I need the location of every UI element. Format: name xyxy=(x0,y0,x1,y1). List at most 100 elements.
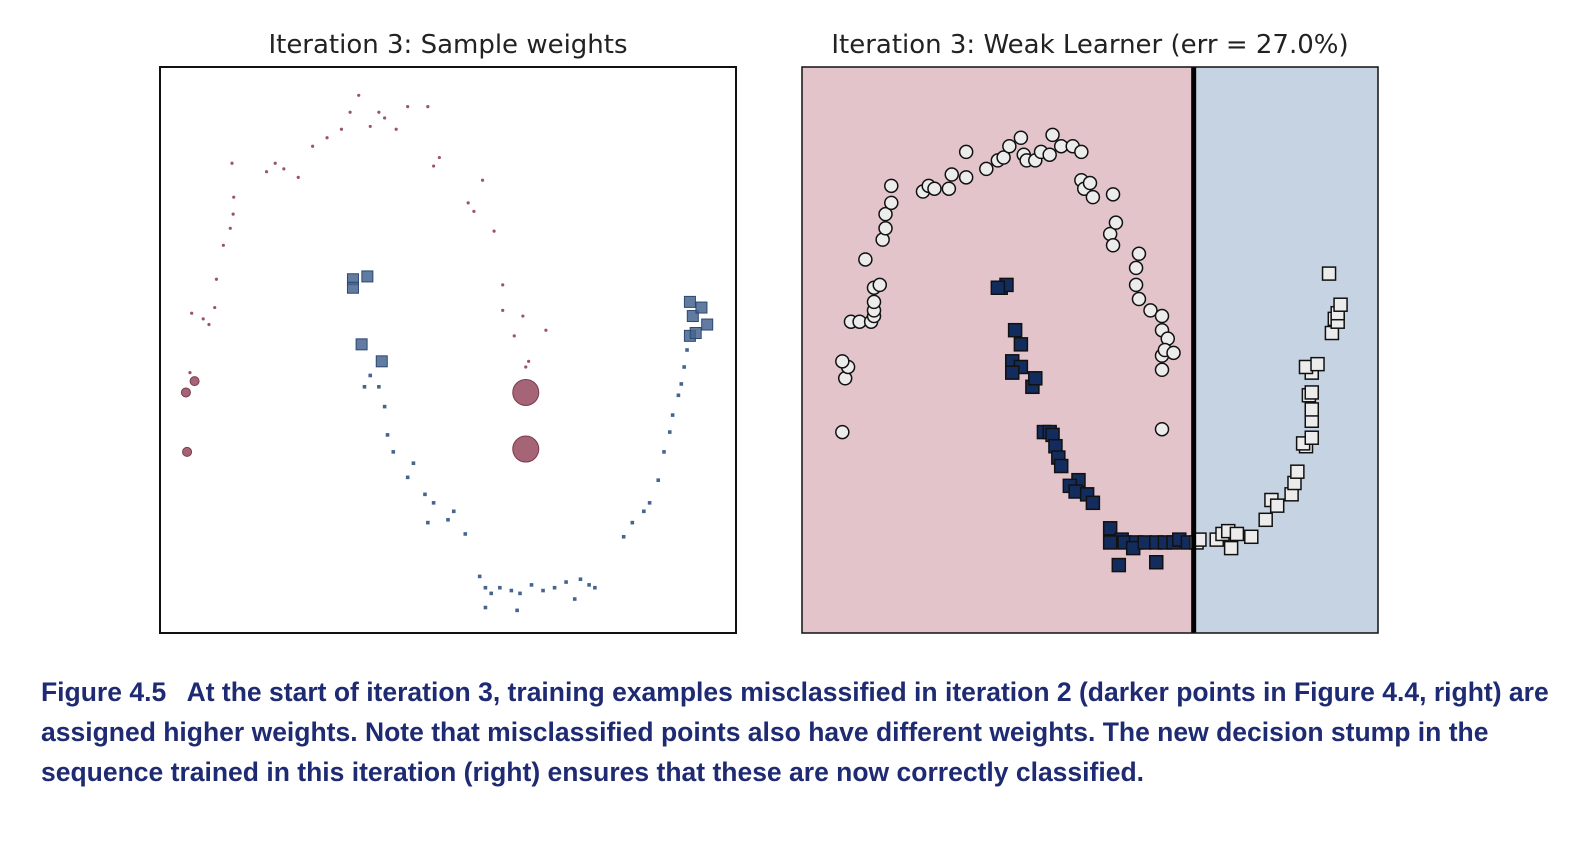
right-square-point xyxy=(1310,356,1325,372)
right-square-point xyxy=(1321,266,1337,281)
right-circle-point xyxy=(878,206,893,222)
left-square-point xyxy=(630,520,635,525)
caption-label: Figure 4.5 xyxy=(41,677,167,707)
left-circle-point xyxy=(512,334,516,338)
left-circle-point xyxy=(544,328,548,332)
right-circle-point xyxy=(958,170,974,185)
left-square-point xyxy=(647,501,652,505)
left-circle-point xyxy=(512,435,540,463)
left-circle-point xyxy=(368,124,372,129)
left-circle-point xyxy=(296,175,300,179)
left-square-point xyxy=(375,355,388,368)
left-square-point xyxy=(701,318,714,331)
left-square-point xyxy=(529,583,534,587)
right-square-point xyxy=(1007,322,1023,338)
left-circle-point xyxy=(214,277,219,281)
right-square-point xyxy=(1304,385,1320,400)
right-square-point xyxy=(1102,521,1118,536)
left-square-point xyxy=(572,597,577,601)
left-square-point xyxy=(587,583,591,587)
right-square-point xyxy=(1244,529,1259,545)
right-circle-point xyxy=(1042,147,1057,162)
right-circle-point xyxy=(1143,303,1158,318)
left-circle-point xyxy=(466,201,470,205)
left-plot-background xyxy=(160,67,736,633)
left-circle-point xyxy=(188,371,192,375)
right-square-point xyxy=(1304,402,1320,417)
right-square-point xyxy=(1258,512,1273,528)
left-square-point xyxy=(662,450,666,454)
right-circle-point xyxy=(927,181,942,196)
right-plot-area xyxy=(801,66,1379,634)
left-square-point xyxy=(686,310,699,323)
left-square-point xyxy=(682,365,686,369)
left-circle-point xyxy=(273,161,277,165)
left-circle-point xyxy=(521,314,525,318)
right-circle-point xyxy=(878,221,893,236)
left-square-point xyxy=(670,413,675,417)
left-circle-point xyxy=(190,311,194,315)
left-plot-area xyxy=(159,66,737,634)
right-square-point xyxy=(1013,337,1029,352)
left-square-point xyxy=(483,605,488,610)
left-square-point xyxy=(689,327,702,340)
right-square-point xyxy=(1269,498,1285,513)
left-square-point xyxy=(593,585,597,590)
right-circle-point xyxy=(958,144,974,160)
right-circle-point xyxy=(1002,138,1017,154)
right-circle-point xyxy=(1154,421,1170,437)
left-square-point xyxy=(368,373,373,378)
left-circle-point xyxy=(377,110,381,114)
left-square-point xyxy=(385,433,390,437)
right-circle-point xyxy=(1074,144,1089,160)
left-circle-point xyxy=(201,317,205,321)
left-circle-point xyxy=(394,127,398,131)
right-square-point xyxy=(1102,535,1118,550)
left-circle-point xyxy=(524,365,528,369)
right-square-point xyxy=(1004,365,1020,380)
left-square-point xyxy=(477,574,482,579)
right-square-point xyxy=(1290,464,1305,479)
left-square-point xyxy=(411,461,416,465)
right-decision-region xyxy=(1193,67,1378,633)
right-circle-point xyxy=(944,167,960,182)
left-circle-point xyxy=(348,110,352,114)
left-circle-point xyxy=(189,376,200,387)
left-square-point xyxy=(498,585,502,590)
left-circle-point xyxy=(232,195,236,199)
left-circle-point xyxy=(180,387,191,398)
left-circle-point xyxy=(339,127,344,131)
right-circle-point xyxy=(884,195,899,211)
right-square-point xyxy=(1085,495,1101,511)
left-circle-point xyxy=(426,105,430,109)
left-circle-point xyxy=(264,170,269,174)
left-square-point xyxy=(685,348,689,352)
right-circle-point xyxy=(884,178,899,194)
left-square-point xyxy=(667,430,672,434)
left-circle-point xyxy=(432,164,436,168)
right-circle-point xyxy=(1128,260,1144,276)
caption-text: At the start of iteration 3, training ex… xyxy=(41,677,1549,787)
left-circle-point xyxy=(231,212,235,216)
right-circle-point xyxy=(872,277,888,293)
left-square-point xyxy=(695,301,708,314)
left-square-point xyxy=(564,580,568,584)
left-circle-point xyxy=(182,446,193,457)
right-circle-point xyxy=(979,161,994,177)
left-circle-point xyxy=(406,105,410,109)
left-circle-point xyxy=(501,308,505,312)
left-circle-point xyxy=(221,243,225,247)
left-square-point xyxy=(431,501,436,505)
left-circle-point xyxy=(207,322,211,327)
left-square-point xyxy=(463,532,468,536)
left-square-point xyxy=(346,281,359,294)
right-square-point xyxy=(1229,526,1245,542)
left-square-point xyxy=(552,585,557,590)
left-chart-title: Iteration 3: Sample weights xyxy=(268,30,627,60)
left-square-point xyxy=(426,520,430,525)
left-square-point xyxy=(676,393,681,398)
left-circle-point xyxy=(357,93,361,97)
left-square-point xyxy=(509,588,514,593)
right-circle-point xyxy=(1128,277,1144,293)
left-circle-point xyxy=(383,116,387,120)
